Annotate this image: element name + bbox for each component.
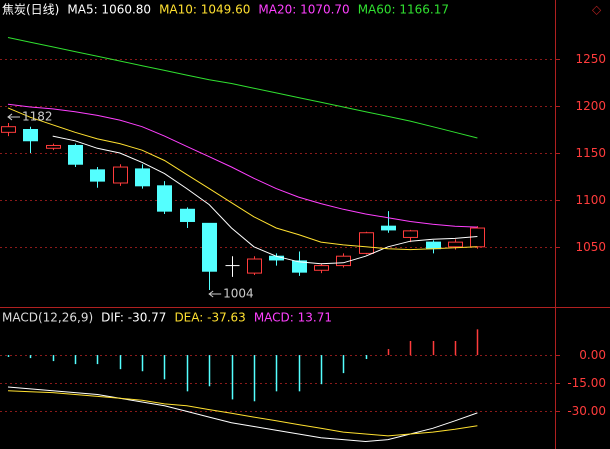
candle-body [202, 222, 217, 272]
candle-body [1, 126, 16, 133]
ma-line [7, 390, 478, 437]
candle-body [448, 241, 463, 248]
annotation: 1182 [22, 109, 53, 123]
chart-title: MACD(12,26,9) [2, 311, 93, 325]
y-tick-label: 1250 [575, 52, 606, 66]
legend-entry: MA10: 1049.60 [159, 3, 250, 17]
y-tick-label: 0.00 [579, 348, 606, 362]
y-tick-label: 1100 [575, 193, 606, 207]
ma-line [7, 107, 478, 251]
candle-body [46, 144, 61, 149]
chart-title: 焦炭(日线) [2, 3, 59, 17]
candle-body [90, 169, 105, 182]
legend-entry: MACD: 13.71 [254, 311, 332, 325]
candle-body [68, 144, 83, 165]
legend-entry: DEA: -37.63 [174, 311, 245, 325]
candle-body [157, 185, 172, 212]
y-tick-label: -15.00 [567, 376, 606, 390]
ma-line [7, 103, 478, 228]
y-tick-label: 1200 [575, 99, 606, 113]
y-tick-label: -30.00 [567, 404, 606, 418]
ma-line [52, 135, 478, 265]
annotation-arrow [208, 290, 222, 298]
candle-body [247, 258, 262, 274]
legend-entry: DIF: -30.77 [101, 311, 166, 325]
ma-line [7, 37, 478, 139]
legend-entry: MA60: 1166.17 [358, 3, 449, 17]
candle-body [359, 232, 374, 254]
legend-entry: MA5: 1060.80 [67, 3, 151, 17]
y-tick-label: 1150 [575, 146, 606, 160]
ma-line [7, 386, 478, 443]
candle-body [381, 225, 396, 231]
candle-body [314, 265, 329, 271]
candle-body [23, 129, 38, 142]
settings-icon[interactable]: ◇ [592, 3, 602, 17]
candle-body [403, 230, 418, 238]
legend-entry: MA20: 1070.70 [258, 3, 349, 17]
annotation-arrow [7, 113, 20, 121]
candle-body [113, 166, 128, 184]
candle-body [135, 168, 150, 187]
candle-body [426, 241, 441, 250]
candle-body [470, 227, 485, 248]
y-tick-label: 1050 [575, 240, 606, 254]
candle-body [180, 208, 195, 222]
candle-body [292, 260, 307, 273]
annotation: 1004 [223, 286, 254, 300]
